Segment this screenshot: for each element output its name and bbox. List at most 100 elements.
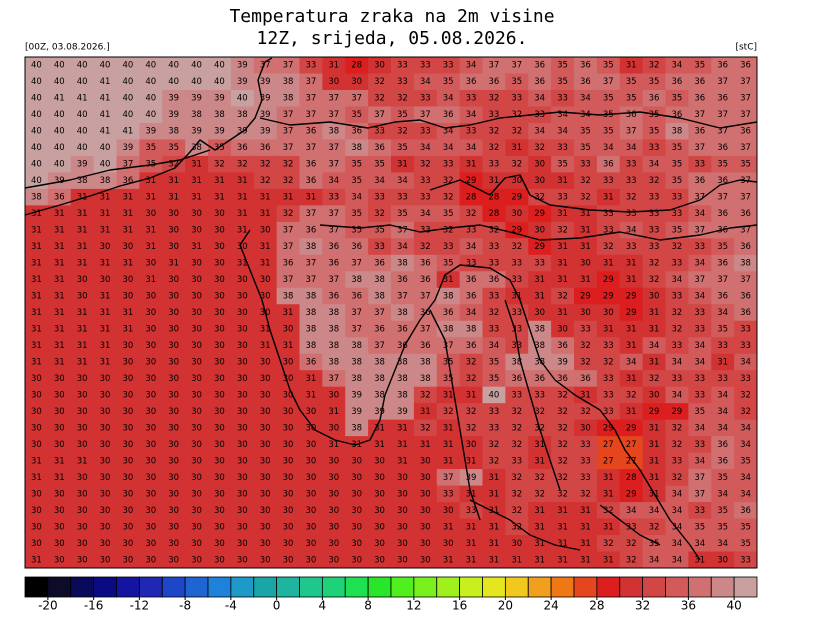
cell-value: 34 bbox=[694, 456, 705, 466]
cell-color bbox=[391, 238, 415, 256]
cell-value: 30 bbox=[77, 275, 88, 285]
cell-color bbox=[47, 188, 72, 206]
cell-color bbox=[665, 122, 689, 140]
cell-color bbox=[551, 452, 575, 470]
cell-color bbox=[47, 172, 72, 190]
cell-color bbox=[116, 205, 140, 223]
cell-color bbox=[162, 205, 186, 223]
cell-value: 38 bbox=[351, 357, 362, 367]
cell-color bbox=[574, 535, 598, 553]
cell-value: 30 bbox=[168, 341, 179, 351]
cell-value: 37 bbox=[260, 61, 271, 71]
cell-color bbox=[551, 370, 575, 388]
cell-color bbox=[208, 551, 232, 569]
cell-color bbox=[459, 304, 483, 322]
cell-value: 32 bbox=[672, 324, 683, 334]
cell-value: 37 bbox=[717, 127, 728, 137]
cell-color bbox=[116, 469, 140, 487]
cell-value: 29 bbox=[626, 308, 637, 318]
cell-value: 30 bbox=[145, 539, 156, 549]
cell-color bbox=[230, 155, 255, 173]
cell-color bbox=[482, 485, 506, 503]
cell-color bbox=[734, 254, 758, 272]
cell-color bbox=[162, 188, 186, 206]
cell-value: 36 bbox=[649, 94, 660, 104]
cell-color bbox=[345, 403, 369, 421]
cell-value: 40 bbox=[77, 127, 88, 137]
cell-value: 32 bbox=[672, 423, 683, 433]
cell-color bbox=[230, 139, 255, 157]
cell-color bbox=[596, 238, 621, 256]
cell-value: 35 bbox=[649, 127, 660, 137]
cell-value: 30 bbox=[283, 374, 294, 384]
cell-value: 35 bbox=[672, 143, 683, 153]
cell-value: 31 bbox=[54, 357, 65, 367]
cell-value: 30 bbox=[214, 292, 225, 302]
cell-value: 30 bbox=[214, 407, 225, 417]
cell-color bbox=[345, 271, 369, 289]
cell-value: 39 bbox=[54, 176, 65, 186]
cell-color bbox=[185, 518, 209, 536]
cell-value: 30 bbox=[420, 539, 431, 549]
cell-color bbox=[688, 502, 712, 520]
cell-color bbox=[162, 535, 186, 553]
cell-color bbox=[185, 73, 209, 91]
cell-color bbox=[93, 205, 117, 223]
cell-value: 31 bbox=[603, 193, 614, 203]
cell-value: 38 bbox=[306, 242, 317, 252]
cell-value: 36 bbox=[306, 176, 317, 186]
cell-value: 33 bbox=[580, 473, 591, 483]
cell-color bbox=[208, 452, 232, 470]
cell-value: 31 bbox=[77, 259, 88, 269]
cell-color bbox=[734, 502, 758, 520]
cell-value: 33 bbox=[649, 143, 660, 153]
cell-value: 30 bbox=[237, 374, 248, 384]
cell-value: 30 bbox=[123, 407, 134, 417]
cell-value: 30 bbox=[397, 539, 408, 549]
cell-color bbox=[642, 172, 666, 190]
cell-color bbox=[208, 304, 232, 322]
cell-value: 31 bbox=[580, 275, 591, 285]
cell-color bbox=[116, 535, 140, 553]
cell-color bbox=[688, 370, 712, 388]
cell-color bbox=[25, 254, 49, 272]
cell-value: 31 bbox=[466, 160, 477, 170]
cell-color bbox=[299, 254, 323, 272]
cell-color bbox=[47, 89, 72, 107]
cell-color bbox=[665, 304, 689, 322]
cell-value: 35 bbox=[489, 374, 500, 384]
cell-color bbox=[642, 518, 666, 536]
cell-value: 30 bbox=[443, 539, 454, 549]
cell-value: 30 bbox=[77, 555, 88, 565]
cell-value: 30 bbox=[145, 357, 156, 367]
cell-color bbox=[253, 287, 278, 305]
colorbar-box bbox=[550, 576, 575, 598]
cell-value: 31 bbox=[557, 522, 568, 532]
cell-color bbox=[368, 370, 392, 388]
cell-color bbox=[436, 287, 461, 305]
cell-value: 38 bbox=[306, 292, 317, 302]
cell-value: 38 bbox=[397, 308, 408, 318]
cell-color bbox=[322, 73, 346, 91]
cell-value: 41 bbox=[123, 127, 134, 137]
cell-color bbox=[574, 221, 598, 239]
cell-color bbox=[688, 337, 712, 355]
cell-value: 31 bbox=[77, 341, 88, 351]
cell-color bbox=[574, 106, 598, 124]
cell-color bbox=[253, 271, 278, 289]
cell-color bbox=[162, 89, 186, 107]
cell-value: 38 bbox=[374, 374, 385, 384]
cell-value: 30 bbox=[214, 357, 225, 367]
cell-color bbox=[642, 188, 666, 206]
cell-value: 31 bbox=[557, 555, 568, 565]
cell-color bbox=[253, 122, 278, 140]
cell-value: 34 bbox=[443, 127, 454, 137]
cell-color bbox=[208, 386, 232, 404]
cell-color bbox=[391, 254, 415, 272]
cell-color bbox=[642, 254, 666, 272]
cell-value: 33 bbox=[672, 292, 683, 302]
cell-value: 31 bbox=[100, 341, 111, 351]
cell-value: 39 bbox=[260, 94, 271, 104]
cell-color bbox=[459, 205, 483, 223]
cell-color bbox=[574, 122, 598, 140]
